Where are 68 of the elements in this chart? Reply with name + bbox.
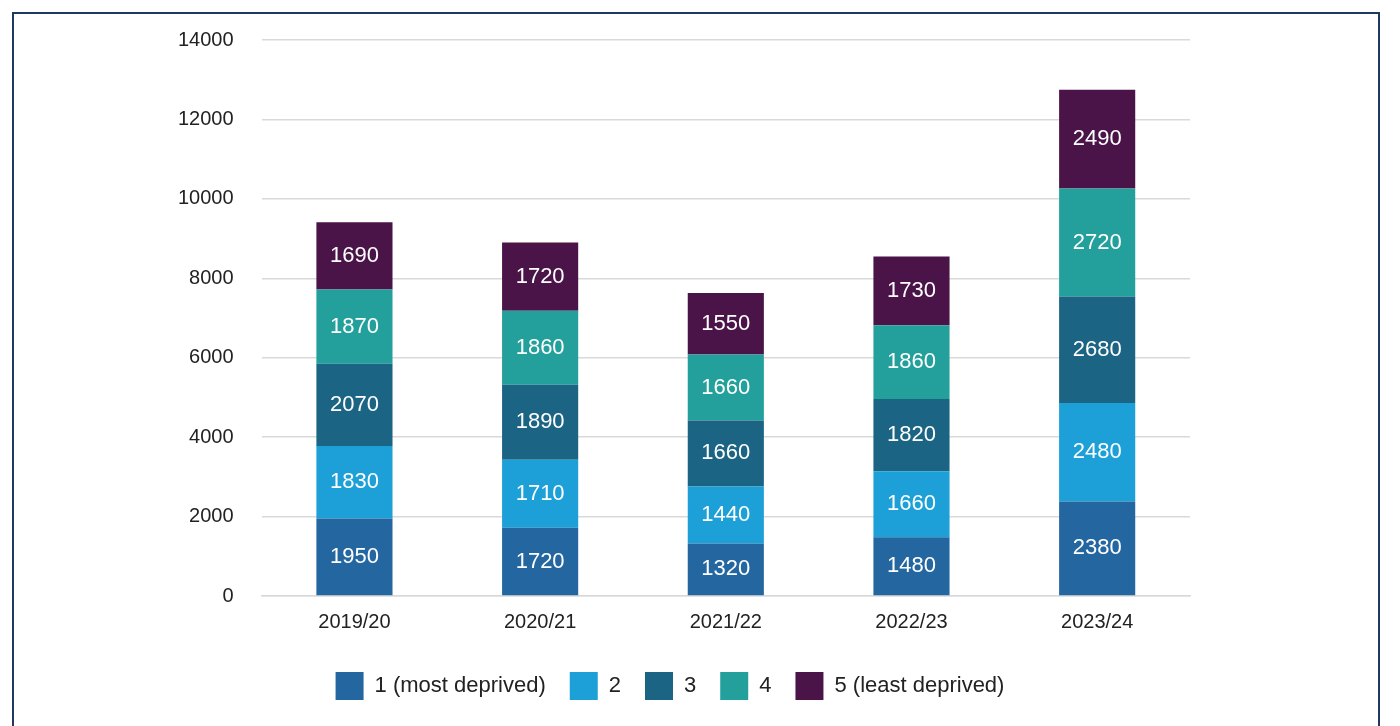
bar: [873, 256, 950, 326]
legend-label: 5 (least deprived): [834, 672, 1005, 698]
data-label: 1480: [887, 552, 936, 578]
data-label: 1830: [329, 468, 379, 494]
y-tick-label: 2000: [189, 504, 234, 527]
bar: [687, 486, 764, 544]
bar: [502, 384, 579, 460]
data-label: 2070: [329, 390, 379, 416]
y-tick-label: 14000: [177, 27, 234, 50]
data-label: 1710: [515, 479, 565, 505]
legend-label: 2: [608, 672, 621, 698]
bar: [687, 420, 764, 487]
x-tick-label: 2020/21: [503, 609, 577, 632]
y-tick-label: 6000: [189, 345, 234, 368]
data-label: 1660: [701, 373, 751, 399]
legend-label: 1 (most deprived): [374, 672, 546, 698]
bar: [687, 292, 764, 355]
y-tick-label: 4000: [189, 424, 234, 447]
data-label: 1730: [887, 276, 936, 302]
data-label: 1820: [887, 421, 936, 447]
data-label: 1860: [515, 333, 565, 359]
bar: [316, 289, 393, 364]
bar: [502, 459, 579, 528]
legend-label: 3: [683, 672, 697, 698]
bar: [873, 537, 950, 596]
bar: [1059, 501, 1136, 596]
data-label: 1320: [701, 555, 751, 581]
bar: [687, 543, 764, 596]
bar: [873, 471, 950, 538]
data-label: 2680: [1072, 335, 1122, 361]
data-label: 2480: [1072, 438, 1122, 464]
bar: [873, 325, 950, 400]
bar: [316, 445, 393, 519]
bar: [873, 399, 950, 472]
bar: [316, 518, 393, 596]
bar: [316, 222, 393, 290]
data-label: 2720: [1072, 228, 1122, 254]
x-tick-label: 2021/22: [689, 609, 762, 632]
bar: [502, 242, 579, 311]
data-label: 1690: [329, 241, 379, 267]
bar: [1059, 188, 1136, 297]
data-label: 1660: [701, 439, 751, 465]
data-label: 1870: [329, 312, 379, 338]
legend-label: 4: [759, 672, 772, 698]
bar: [316, 363, 393, 446]
data-label: 1660: [887, 490, 936, 516]
y-tick-label: 12000: [177, 106, 234, 129]
bar: [1059, 296, 1136, 403]
x-tick-label: 2019/20: [318, 609, 391, 632]
bar: [1059, 402, 1136, 502]
x-tick-label: 2022/23: [875, 609, 948, 632]
data-label: 1440: [701, 501, 751, 527]
bar: [502, 310, 579, 385]
bar: [502, 527, 579, 596]
bar: [687, 354, 764, 421]
y-tick-label: 10000: [177, 186, 234, 209]
data-label: 1890: [515, 408, 565, 434]
data-label: 1950: [329, 542, 379, 568]
data-label: 2380: [1072, 534, 1122, 560]
data-label: 1720: [515, 262, 565, 288]
data-label: 1720: [515, 547, 565, 573]
data-label: 2490: [1072, 125, 1122, 151]
y-tick-label: 0: [222, 583, 234, 606]
y-tick-label: 8000: [189, 265, 234, 288]
data-label: 1860: [887, 348, 936, 374]
x-tick-label: 2023/24: [1061, 609, 1134, 632]
bar: [1059, 89, 1136, 189]
data-label: 1550: [701, 309, 751, 335]
